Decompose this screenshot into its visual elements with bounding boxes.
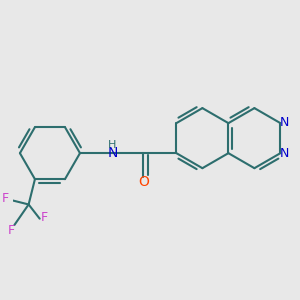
Text: N: N — [280, 116, 289, 129]
Text: N: N — [280, 148, 289, 160]
Text: O: O — [139, 176, 149, 189]
Text: F: F — [1, 192, 8, 206]
Text: H: H — [108, 140, 117, 150]
Text: F: F — [41, 212, 48, 224]
Text: N: N — [107, 146, 118, 160]
Text: F: F — [8, 224, 15, 237]
